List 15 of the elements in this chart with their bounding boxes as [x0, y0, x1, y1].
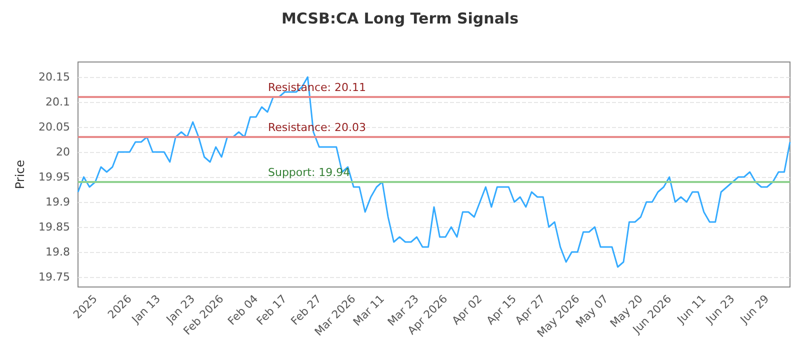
y-tick-label: 20.15: [38, 70, 70, 84]
x-tick-label: Apr 02: [450, 292, 485, 328]
ref-line-label: Support: 19.94: [268, 166, 350, 179]
x-tick-label: Jun 29: [737, 292, 772, 327]
y-tick-label: 19.75: [38, 270, 70, 284]
y-tick-label: 19.85: [38, 220, 70, 234]
line-series: [77, 76, 791, 268]
y-tick-label: 19.9: [46, 196, 70, 208]
y-tick-label: 20.05: [38, 120, 70, 134]
y-axis-title: Price: [13, 160, 27, 190]
y-tick-label: 19.8: [46, 246, 70, 258]
y-tick-label: 19.95: [38, 170, 70, 184]
y-tick-label: 20: [56, 146, 70, 158]
chart-title: MCSB:CA Long Term Signals: [281, 10, 519, 28]
y-tick-label: 20.1: [46, 96, 70, 108]
